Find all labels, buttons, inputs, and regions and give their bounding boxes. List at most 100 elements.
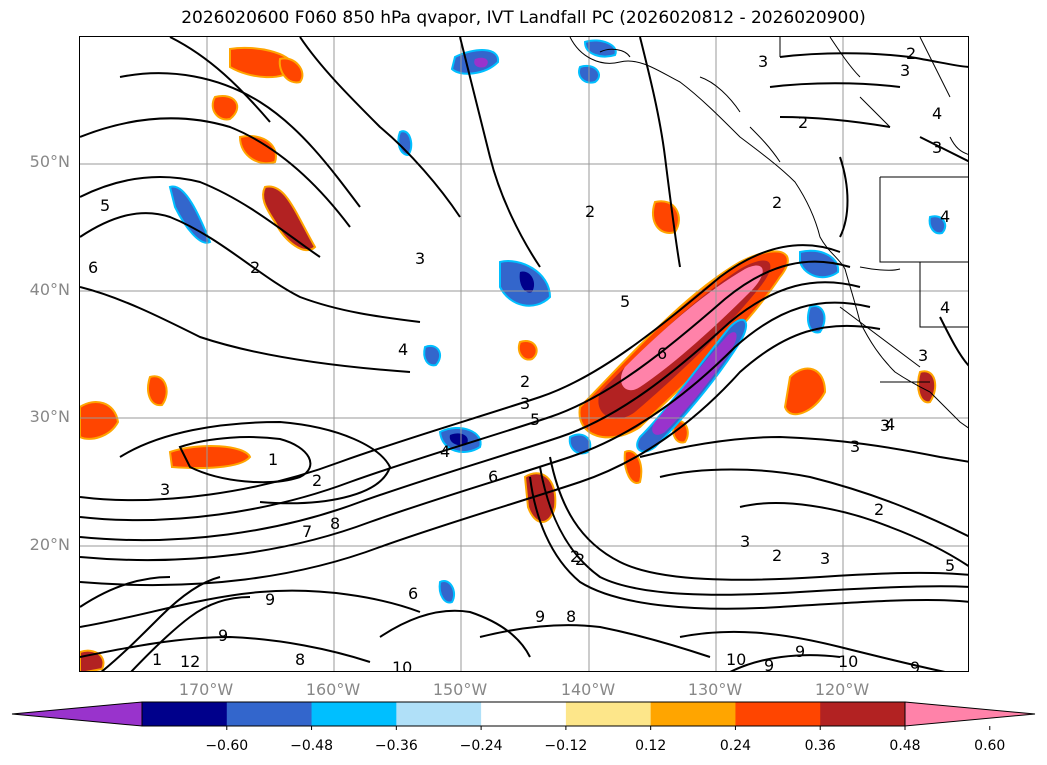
contour-label: 9 <box>265 590 275 609</box>
contour-label: 8 <box>295 650 305 669</box>
map-canvas: 2 3 2 3 4 3 2 5 6 2 3 4 6 2 1 2 3 5 4 6 … <box>80 37 968 672</box>
colorbar-segment <box>396 702 482 726</box>
colorbar-segment <box>650 702 736 726</box>
lon-label: 150°W <box>432 680 488 699</box>
colorbar-extend-high <box>904 701 1036 727</box>
colorbar-tick-label: 0.12 <box>635 738 667 754</box>
colorbar-segment <box>142 702 228 726</box>
neg-e <box>168 185 212 244</box>
contour-label: 3 <box>160 480 170 499</box>
contour-label: 9 <box>764 656 774 672</box>
contour-label: 2 <box>906 44 916 63</box>
blob-l <box>783 367 827 416</box>
lat-label: 40°N <box>29 280 70 299</box>
colorbar-tick-label: −0.60 <box>205 738 249 754</box>
contour-label: 1 <box>268 450 278 469</box>
colorbar-segment <box>226 702 313 726</box>
colorbar-tick-label: 0.60 <box>974 738 1006 754</box>
map-panel: 2 3 2 3 4 3 2 5 6 2 3 4 6 2 1 2 3 5 4 6 … <box>79 36 969 672</box>
contour-label: 10 <box>726 650 746 669</box>
contour-label: 7 <box>302 522 312 541</box>
contour-label: 4 <box>932 104 942 123</box>
coastlines <box>569 37 968 429</box>
colorbar-segment <box>820 702 906 726</box>
contour-label: 9 <box>535 607 545 626</box>
contour-label: 2 <box>312 471 322 490</box>
contour-label: 6 <box>488 467 498 486</box>
lat-label: 20°N <box>29 535 70 554</box>
neg-l <box>807 305 826 334</box>
contour-label: 12 <box>180 652 200 671</box>
colorbar-segment <box>311 702 397 726</box>
contour-label: 3 <box>918 346 928 365</box>
lon-label: 140°W <box>560 680 616 699</box>
colorbar-segment <box>565 702 652 726</box>
colorbar-extend-low <box>11 701 143 727</box>
neg-p <box>928 215 947 235</box>
contour-label: 9 <box>795 642 805 661</box>
colorbar-tick-label: 0.24 <box>719 738 752 754</box>
contour-label: 2 <box>585 202 595 221</box>
map-title: 2026020600 F060 850 hPa qvapor, IVT Land… <box>181 8 866 28</box>
neg-b <box>474 57 488 68</box>
contour-label: 3 <box>820 549 830 568</box>
negative-anomaly-shading <box>168 39 947 604</box>
blob-k <box>623 450 643 484</box>
lon-label: 130°W <box>687 680 743 699</box>
neg-m <box>568 433 592 455</box>
contour-label: 2 <box>874 500 884 519</box>
colorbar-segment <box>735 702 821 726</box>
contour-label: 3 <box>740 532 750 551</box>
contour-label: 2 <box>798 113 808 132</box>
blob-g <box>80 401 120 440</box>
neg-h <box>519 271 535 293</box>
contour-label: 10 <box>838 652 858 671</box>
contour-label: 10 <box>392 658 412 672</box>
colorbar-tick-label: −0.48 <box>290 738 333 754</box>
lon-label: 170°W <box>178 680 234 699</box>
lon-label: 160°W <box>305 680 361 699</box>
contour-label: 4 <box>885 415 895 434</box>
colorbar-frame <box>141 701 906 727</box>
contour-label: 3 <box>880 416 890 435</box>
colorbar-segments <box>11 701 1036 730</box>
colorbar-segment <box>481 702 567 726</box>
contour-label: 4 <box>398 340 408 359</box>
contour-label: 5 <box>620 292 630 311</box>
contour-label-layer: 2 3 2 3 4 3 2 5 6 2 3 4 6 2 1 2 3 5 4 6 … <box>88 44 955 672</box>
blob-p <box>517 340 538 361</box>
colorbar-tick-label: −0.24 <box>459 738 503 754</box>
neg-j <box>449 433 468 446</box>
neg-n <box>438 580 456 604</box>
contour-label: 3 <box>415 249 425 268</box>
neg-f <box>397 130 413 157</box>
lat-label: 50°N <box>29 152 70 171</box>
blob-j <box>523 472 557 523</box>
blob-b <box>278 57 304 84</box>
contour-label: 3 <box>932 138 942 157</box>
contour-label: 6 <box>408 584 418 603</box>
contour-label: 2 <box>772 546 782 565</box>
graticule <box>80 37 968 671</box>
lon-label: 120°W <box>814 680 870 699</box>
contour-label: 2 <box>772 193 782 212</box>
colorbar-tick-label: −0.12 <box>544 738 588 754</box>
contour-label: 2 <box>570 547 580 566</box>
contour-label: 4 <box>940 207 950 226</box>
contour-label: 5 <box>530 410 540 429</box>
contour-label: 2 <box>520 372 530 391</box>
contour-label: 4 <box>940 298 950 317</box>
blob-d <box>238 135 277 165</box>
blob-e <box>262 185 317 252</box>
contour-label: 2 <box>575 550 585 569</box>
contour-label: 2 <box>250 258 260 277</box>
blob-h <box>147 375 168 407</box>
contour-label: 3 <box>850 437 860 456</box>
contour-label: 6 <box>657 344 667 363</box>
contour-label: 5 <box>945 556 955 575</box>
contour-label: 1 <box>152 650 162 669</box>
colorbar-tick-label: 0.36 <box>804 738 836 754</box>
neg-o <box>423 344 441 367</box>
contour-label: 6 <box>88 258 98 277</box>
lat-label: 30°N <box>29 407 70 426</box>
